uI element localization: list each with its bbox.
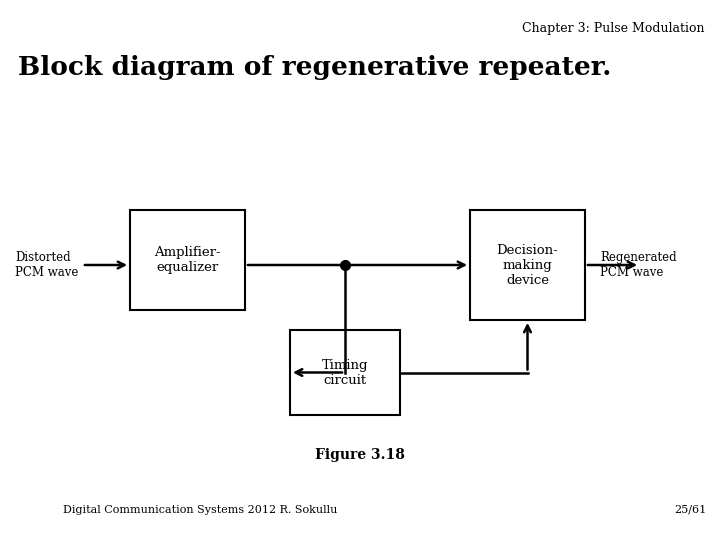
Bar	[290, 330, 400, 415]
Bar	[130, 210, 245, 310]
Text: Chapter 3: Pulse Modulation: Chapter 3: Pulse Modulation	[523, 22, 705, 35]
Text: Timing
circuit: Timing circuit	[322, 359, 368, 387]
Text: 25/61: 25/61	[674, 505, 706, 515]
Text: Decision-
making
device: Decision- making device	[497, 244, 559, 287]
Bar	[470, 210, 585, 320]
Text: Regenerated
PCM wave: Regenerated PCM wave	[600, 251, 677, 279]
Text: Distorted
PCM wave: Distorted PCM wave	[15, 251, 78, 279]
Text: Amplifier-
equalizer: Amplifier- equalizer	[154, 246, 221, 274]
Text: Block diagram of regenerative repeater.: Block diagram of regenerative repeater.	[18, 55, 611, 80]
Text: Figure 3.18: Figure 3.18	[315, 448, 405, 462]
Text: Digital Communication Systems 2012 R. Sokullu: Digital Communication Systems 2012 R. So…	[63, 505, 337, 515]
